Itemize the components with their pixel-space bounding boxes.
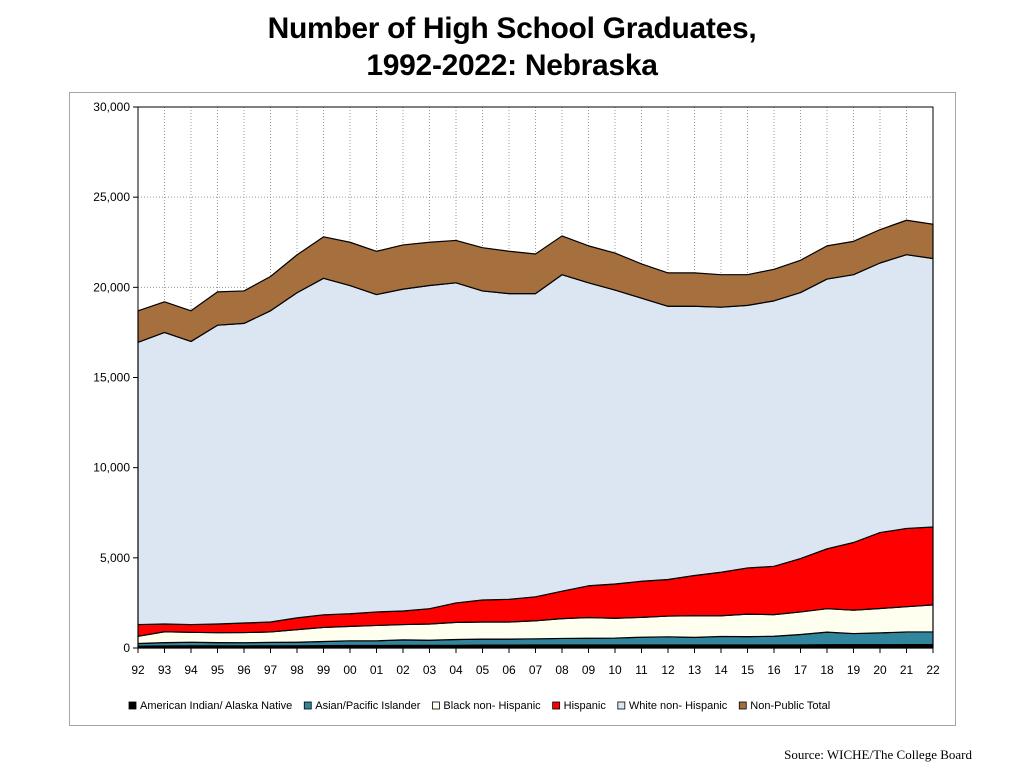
x-tick-label: 05 [476, 663, 490, 677]
x-tick-label: 98 [290, 663, 304, 677]
x-tick-label: 12 [661, 663, 675, 677]
chart-title-line-1: Number of High School Graduates, [267, 12, 757, 45]
x-tick-label: 93 [158, 663, 172, 677]
x-tick-label: 95 [211, 663, 225, 677]
x-tick-label: 22 [926, 663, 940, 677]
x-tick-label: 02 [396, 663, 410, 677]
x-tick-label: 13 [688, 663, 702, 677]
y-tick-label: 25,000 [93, 190, 130, 204]
legend-label: White non- Hispanic [629, 700, 728, 712]
legend-label: Hispanic [564, 700, 607, 712]
x-tick-label: 14 [714, 663, 728, 677]
legend-label: Black non- Hispanic [443, 700, 541, 712]
chart-title: Number of High School Graduates, 1992-20… [0, 10, 1024, 84]
legend-swatch-4 [617, 701, 626, 710]
x-tick-label: 94 [184, 663, 198, 677]
x-tick-label: 09 [582, 663, 596, 677]
y-tick-label: 20,000 [93, 280, 130, 294]
x-tick-label: 00 [343, 663, 357, 677]
legend-label: Asian/Pacific Islander [315, 700, 420, 712]
x-tick-label: 15 [741, 663, 755, 677]
y-tick-label: 0 [123, 641, 130, 655]
x-tick-label: 03 [423, 663, 437, 677]
x-tick-label: 96 [237, 663, 251, 677]
y-tick-label: 15,000 [93, 371, 130, 385]
x-tick-label: 11 [635, 663, 648, 677]
legend-swatch-0 [128, 701, 137, 710]
legend-swatch-5 [738, 701, 747, 710]
x-tick-label: 18 [820, 663, 834, 677]
x-tick-label: 10 [608, 663, 622, 677]
legend-swatch-2 [432, 701, 440, 710]
x-tick-label: 08 [555, 663, 569, 677]
area-chart: 0 5,000 10,000 15,000 20,000 25,000 30,000 92 93… [93, 100, 940, 712]
x-tick-label: 17 [794, 663, 808, 677]
x-tick-label: 19 [847, 663, 861, 677]
y-tick-label: 5,000 [100, 551, 130, 565]
x-tick-label: 06 [502, 663, 516, 677]
y-tick-label: 10,000 [93, 461, 130, 475]
legend-label: American Indian/ Alaska Native [140, 700, 292, 712]
x-tick-label: 21 [900, 663, 914, 677]
x-tick-label: 16 [767, 663, 781, 677]
x-tick-label: 01 [370, 663, 384, 677]
legend-swatch-3 [552, 701, 561, 710]
x-tick-label: 07 [529, 663, 543, 677]
y-tick-label: 30,000 [93, 100, 130, 114]
x-tick-label: 97 [264, 663, 278, 677]
legend-label: Non-Public Total [750, 700, 830, 712]
x-tick-label: 20 [873, 663, 887, 677]
legend-swatch-1 [303, 701, 312, 710]
source-note: Source: WICHE/The College Board [784, 747, 972, 762]
x-tick-label: 99 [317, 663, 331, 677]
chart-title-line-2: 1992-2022: Nebraska [366, 49, 658, 82]
x-tick-label: 92 [131, 663, 145, 677]
x-tick-label: 04 [449, 663, 463, 677]
